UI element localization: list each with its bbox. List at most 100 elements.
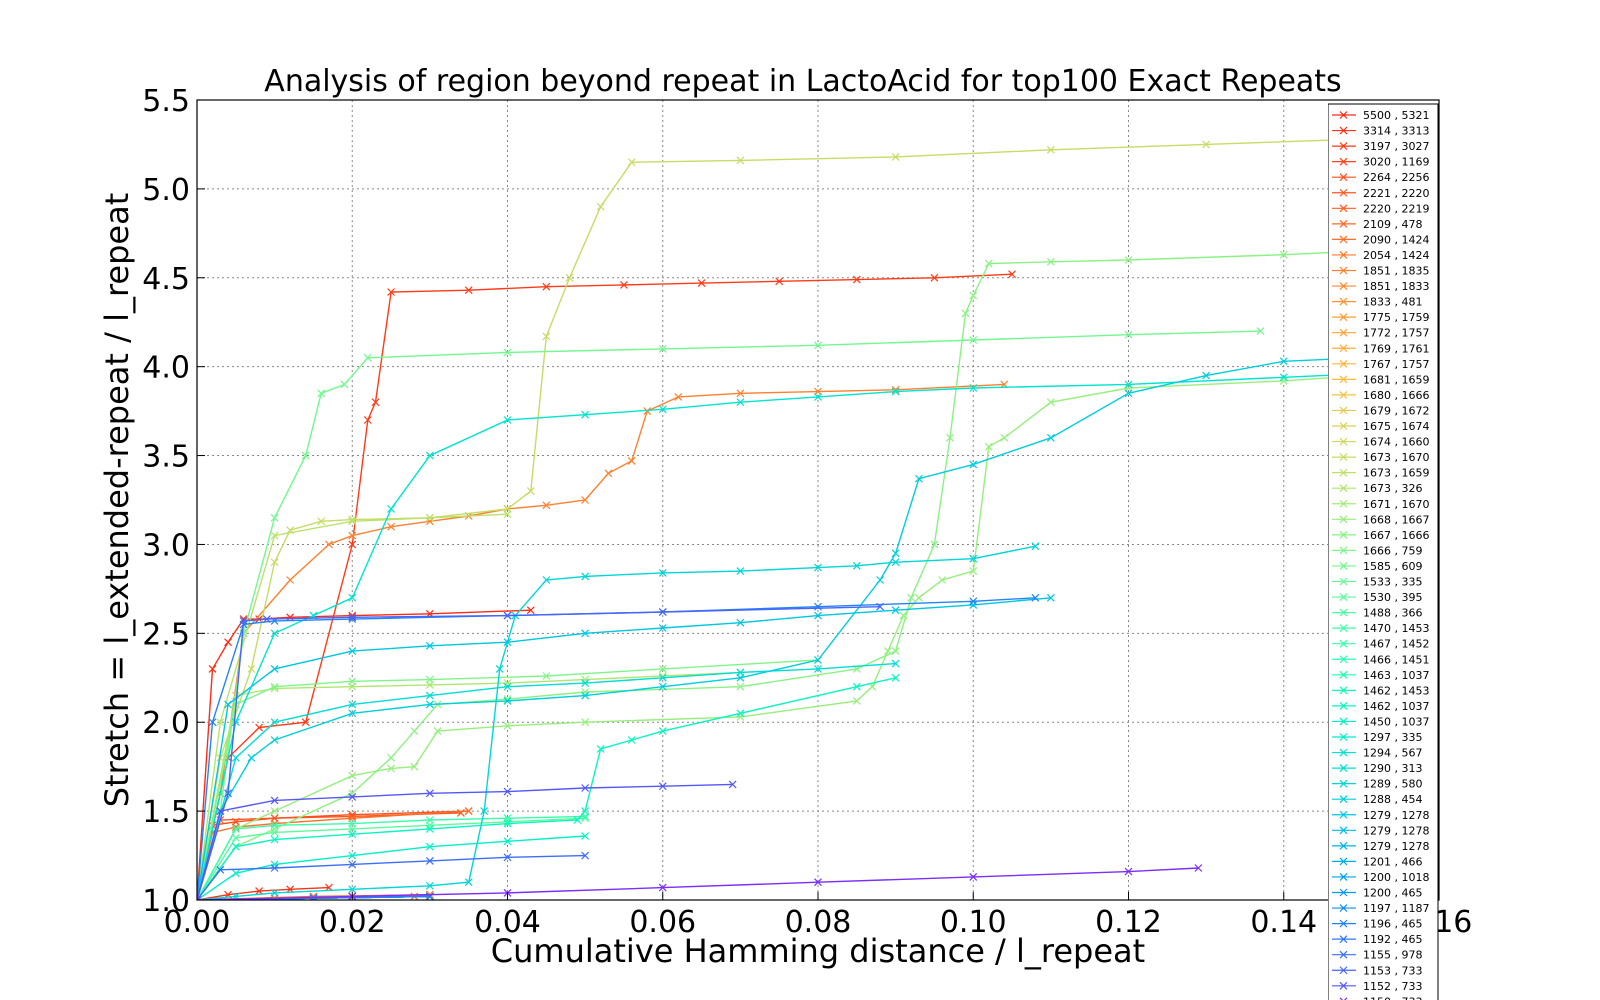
legend-swatch-marker [1339,686,1348,695]
data-point-marker [736,709,745,718]
series-1450-1037 [197,832,590,900]
data-point-marker [239,616,248,625]
data-point-marker [301,451,310,460]
data-point-marker [891,549,900,558]
data-point-marker [969,336,978,344]
data-point-marker [425,842,434,851]
data-point-marker [270,531,279,540]
data-point-marker [1124,867,1133,876]
data-point-marker [224,700,232,709]
data-point-marker [736,398,745,407]
legend-label: 2264 , 2256 [1363,171,1429,184]
legend-item: 1680 , 1666 [1332,389,1429,402]
y-axis-title: Stretch = l_extended-repeat / l_repeat [98,193,136,808]
series-group [197,135,1366,900]
data-point-marker [270,796,279,805]
data-point-marker [231,753,240,762]
data-point-marker [736,673,745,682]
data-point-marker [503,837,512,846]
series-line [197,545,1036,900]
data-point-marker [852,561,861,570]
data-point-marker [814,656,822,664]
legend-swatch-marker [1339,375,1348,384]
data-point-marker [270,828,279,837]
data-point-marker [627,456,636,465]
data-point-marker [1046,398,1055,407]
y-tick-label: 2.5 [142,617,190,652]
legend-swatch-marker [1339,857,1348,866]
legend-label: 1297 , 335 [1363,731,1422,744]
data-point-marker [348,517,357,526]
legend-item: 2264 , 2256 [1332,171,1429,184]
data-point-marker [658,782,667,791]
legend-item: 1666 , 759 [1332,544,1422,557]
data-point-marker [348,613,357,622]
data-point-marker [425,451,434,460]
legend-label: 1666 , 759 [1363,544,1422,557]
legend-swatch-marker [1339,841,1348,850]
x-tick-label: 0.04 [474,905,541,940]
data-point-marker [224,789,232,798]
data-point-marker [581,851,590,860]
legend-label: 2221 , 2220 [1363,187,1429,200]
data-point-marker [643,407,652,416]
legend-item: 1488 , 366 [1332,607,1422,620]
series-line [197,357,1362,900]
series-line [197,373,1362,900]
data-point-marker [231,718,240,727]
y-tick-label: 1.5 [142,795,190,830]
legend-label: 1769 , 1761 [1363,342,1429,355]
legend-label: 1192 , 465 [1363,933,1422,946]
legend-item: 1467 , 1452 [1332,638,1429,651]
legend-swatch-marker [1339,328,1348,337]
data-point-marker [348,700,357,709]
data-point-marker [542,282,551,291]
legend-swatch-marker [1339,670,1348,679]
data-point-marker [697,279,706,288]
x-tick-label: 0.14 [1250,905,1317,940]
data-point-marker [348,709,357,718]
data-point-marker [891,673,900,682]
legend-item: 1679 , 1672 [1332,404,1429,417]
data-point-marker [348,789,357,798]
data-point-marker [573,816,582,824]
data-point-marker [526,606,535,615]
legend-label: 2109 , 478 [1363,218,1422,231]
data-point-marker [503,416,512,424]
legend-label: 1200 , 1018 [1363,871,1429,884]
legend-swatch-marker [1339,577,1348,586]
legend-item: 3020 , 1169 [1332,156,1429,169]
legend-item: 1585 , 609 [1332,560,1422,573]
legend-item: 2090 , 1424 [1332,233,1429,246]
legend-label: 1279 , 1278 [1363,809,1429,822]
data-point-marker [969,384,978,392]
data-point-marker [658,608,667,616]
data-point-marker [270,821,279,830]
data-point-marker [620,280,628,289]
series-1462-1037 [197,673,900,900]
legend-item: 1196 , 465 [1332,918,1422,931]
series-line [197,597,1036,900]
legend-swatch-marker [1339,282,1348,290]
legend-item: 1681 , 1659 [1332,373,1429,386]
data-point-marker [969,291,978,300]
data-point-marker [736,618,745,627]
legend-label: 2054 , 1424 [1363,249,1429,262]
data-point-marker [581,688,590,696]
data-point-marker [814,563,822,572]
legend-label: 1200 , 465 [1363,887,1422,900]
legend-item: 1294 , 567 [1332,747,1422,760]
data-point-marker [930,273,939,282]
data-point-marker [503,721,512,730]
data-point-marker [503,853,512,862]
data-point-marker [1046,433,1055,442]
legend-label: 1668 , 1667 [1363,513,1429,526]
legend-swatch-marker [1339,546,1348,555]
data-point-marker [270,835,279,844]
series-line [197,250,1362,900]
data-point-marker [387,753,395,762]
legend-label: 1289 , 580 [1363,778,1422,791]
legend-item: 1466 , 1451 [1332,653,1429,666]
legend-label: 1462 , 1453 [1363,684,1429,697]
legend-swatch-marker [1339,624,1348,633]
